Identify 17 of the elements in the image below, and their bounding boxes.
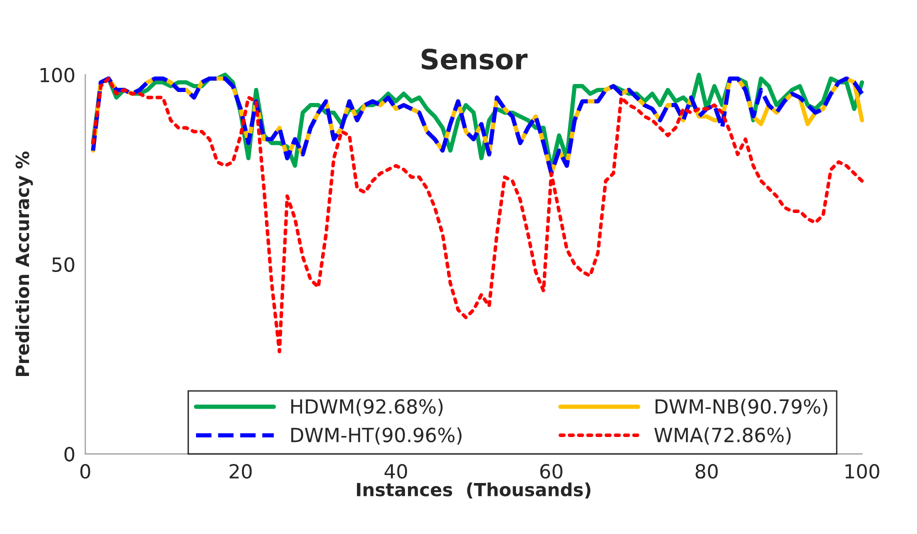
x-tick-label: 20 <box>230 464 252 479</box>
x-tick-label: 80 <box>696 464 718 479</box>
x-tick-label: 0 <box>80 464 90 479</box>
x-tick-label: 40 <box>384 464 408 479</box>
legend-label: DWM-NB(90.79%) <box>656 398 828 416</box>
y-axis-title: Prediction Accuracy % <box>15 152 33 376</box>
legend-label: WMA(72.86%) <box>654 427 791 445</box>
legend-label: HDWM(92.68%) <box>291 398 443 416</box>
y-tick-label: 50 <box>52 257 74 272</box>
x-tick-label: 100 <box>846 464 880 479</box>
line-series <box>91 76 864 354</box>
x-axis-title: Instances (Thousands) <box>356 482 590 499</box>
chart-title: Sensor <box>422 48 528 70</box>
legend-label: DWM-HT(90.96%) <box>291 427 462 445</box>
y-tick-label: 100 <box>40 68 74 82</box>
x-tick-label: 60 <box>540 464 562 479</box>
y-tick-label: 0 <box>64 446 74 462</box>
